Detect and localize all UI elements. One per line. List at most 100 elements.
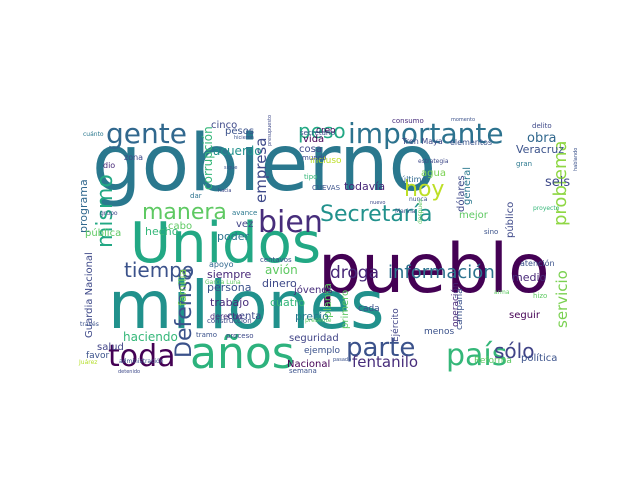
- cloud-word-zona: zona: [124, 153, 143, 162]
- cloud-word-familia: familia: [176, 269, 189, 306]
- cloud-word-campana: campaña: [455, 288, 465, 330]
- cloud-word-siempre: siempre: [207, 268, 252, 281]
- cloud-word-cinco: cinco: [211, 120, 237, 131]
- cloud-word-reforma: Reforma: [474, 356, 512, 366]
- cloud-word-poder: poder: [217, 230, 249, 243]
- cloud-word-ejemplo: ejemplo: [304, 346, 341, 356]
- cloud-word-tramo: tramo: [196, 331, 217, 339]
- cloud-word-operacion: operación: [450, 282, 461, 327]
- cloud-word-nunca: nunca: [409, 196, 428, 203]
- cloud-word-bien: bien: [258, 205, 323, 240]
- cloud-word-empresa: empresa: [252, 138, 270, 203]
- cloud-word-nuevo: nuevo: [370, 200, 385, 206]
- cloud-word-pesos: pesos: [225, 126, 254, 137]
- cloud-word-servicio: servicio: [553, 270, 571, 328]
- cloud-word-sigue: sigue: [224, 165, 237, 171]
- cloud-word-grupo: grupo: [100, 210, 118, 217]
- cloud-word-garcia-luna: García Luna: [205, 279, 241, 286]
- cloud-word-anos: años: [190, 328, 295, 379]
- cloud-word-publica: pública: [85, 227, 121, 239]
- cloud-word-corrupcion: corrupción: [201, 126, 215, 190]
- cloud-word-tipo: tipo: [304, 173, 317, 181]
- cloud-word-tren-maya: Tren Maya: [401, 137, 443, 146]
- cloud-word-apoyo: apoyo: [209, 260, 234, 269]
- cloud-word-hacia: hacia: [218, 188, 231, 194]
- cloud-word-cuanto: cuánto: [83, 131, 104, 138]
- cloud-word-favor: favor: [86, 351, 110, 361]
- cloud-word-despues: después: [417, 199, 424, 224]
- cloud-word-tiempo: tiempo: [124, 258, 194, 282]
- cloud-word-creo: creo: [316, 126, 336, 136]
- cloud-word-pueblo: pueblo: [318, 230, 550, 309]
- cloud-word-seguir: seguir: [509, 310, 541, 321]
- cloud-word-proyecto: proyecto: [533, 205, 560, 212]
- cloud-word-defensa: Defensa: [172, 267, 197, 358]
- cloud-word-avance: avance: [232, 209, 257, 217]
- cloud-word-planta: planta: [321, 283, 334, 318]
- cloud-word-mismo: mismo: [93, 174, 118, 248]
- cloud-word-medio: medio: [512, 271, 547, 284]
- cloud-word-administracion: administración: [119, 358, 164, 365]
- cloud-word-general: general: [462, 167, 473, 205]
- cloud-word-hizo: hizo: [533, 292, 547, 300]
- cloud-word-pasado: pasado: [333, 357, 351, 363]
- cloud-word-centavos: centavos: [260, 256, 292, 264]
- cloud-word-parte: parte: [346, 333, 415, 363]
- cloud-word-gran: gran: [516, 160, 532, 168]
- cloud-word-avion: avión: [265, 263, 298, 277]
- cloud-word-gente: gente: [106, 117, 187, 150]
- cloud-word-presupuesto: presupuesto: [267, 115, 273, 146]
- cloud-word-nacional: Nacional: [287, 359, 330, 370]
- cloud-word-cosa: cosa: [299, 144, 322, 155]
- cloud-word-consumo: consumo: [392, 117, 424, 125]
- cloud-word-politica: política: [521, 352, 557, 364]
- cloud-word-sino: sino: [484, 228, 498, 236]
- cloud-word-agua: agua: [421, 168, 446, 179]
- cloud-word-manera: manera: [142, 200, 227, 225]
- cloud-word-hablando: hablando: [573, 148, 579, 171]
- cloud-word-hoy: hoy: [404, 177, 444, 202]
- cloud-word-secretaria: Secretaría: [320, 202, 432, 227]
- cloud-word-acuerdo: acuerdo: [213, 144, 262, 158]
- cloud-word-cuenta: cuenta: [227, 311, 261, 322]
- cloud-word-mundo: mundo: [302, 154, 326, 162]
- cloud-word-hecho: hecho: [145, 225, 179, 238]
- cloud-word-mejor: mejor: [459, 210, 489, 221]
- cloud-word-peso: peso: [298, 119, 346, 143]
- cloud-word-vez: vez: [236, 219, 253, 230]
- cloud-word-programa: programa: [77, 179, 90, 233]
- cloud-word-dolares: dólares: [455, 175, 467, 212]
- cloud-word-delito: delito: [532, 122, 552, 130]
- cloud-word-menos: menos: [424, 327, 455, 337]
- cloud-word-fentanilo: fentanilo: [352, 353, 418, 371]
- cloud-word-presente: presente: [305, 317, 332, 324]
- cloud-word-persona: persona: [207, 281, 251, 294]
- cloud-word-veracruz: Veracruz: [516, 143, 564, 156]
- cloud-word-unidos: Unidos: [130, 211, 321, 276]
- cloud-word-incluso: incluso: [310, 156, 342, 166]
- cloud-word-jovenes: jóvenes: [293, 284, 333, 296]
- cloud-word-estrategia: estrategia: [418, 158, 449, 165]
- cloud-word-precio: precio: [295, 310, 329, 323]
- cloud-word-vida: vida: [303, 134, 324, 145]
- cloud-word-salud: salud: [97, 342, 124, 353]
- cloud-word-millones: millones: [108, 267, 385, 344]
- cloud-word-hicieron: hicieron: [234, 135, 254, 141]
- cloud-word-cuevas: CUEVAS: [312, 184, 341, 192]
- cloud-word-atencion: atención: [520, 258, 555, 268]
- cloud-word-dar: dar: [190, 192, 202, 200]
- cloud-word-proceso: proceso: [226, 332, 254, 340]
- cloud-word-dinero: dinero: [262, 277, 297, 290]
- cloud-word-secretario: secretario: [300, 129, 335, 137]
- cloud-word-toda: toda: [108, 339, 176, 374]
- cloud-word-momento: momento: [451, 117, 475, 123]
- cloud-word-derecho: derecho: [210, 312, 243, 321]
- cloud-word-pais: país: [446, 338, 507, 373]
- cloud-word-publico: público: [504, 202, 516, 238]
- cloud-word-ejercito: Ejército: [390, 308, 401, 342]
- cloud-word-elementos: elementos: [450, 138, 492, 147]
- cloud-word-seguridad: seguridad: [289, 333, 339, 344]
- cloud-word-obra: obra: [527, 131, 557, 146]
- cloud-word-cada: cada: [358, 304, 380, 314]
- cloud-word-guardia-nacional: Guardia Nacional: [84, 252, 95, 338]
